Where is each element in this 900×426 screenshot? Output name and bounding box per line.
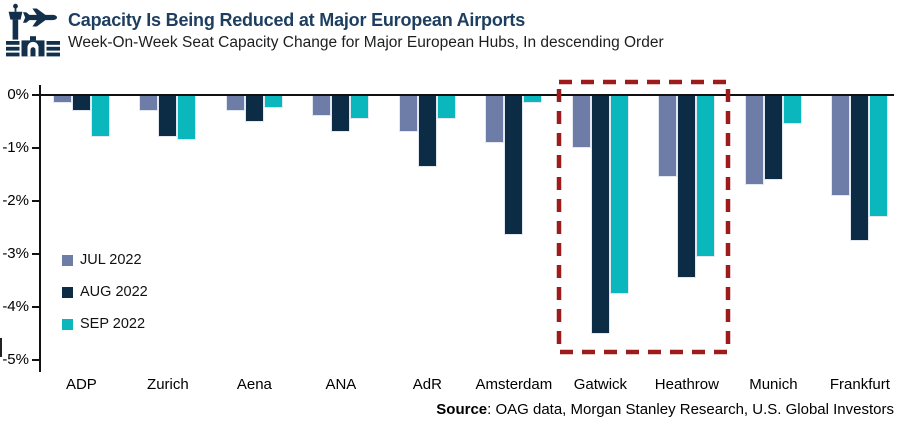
y-tick-mark: [32, 359, 40, 361]
x-axis-label-gatwick: Gatwick: [573, 376, 628, 393]
source-note: Source: OAG data, Morgan Stanley Researc…: [436, 401, 894, 418]
x-axis-label-zurich: Zurich: [147, 376, 189, 393]
y-tick-label--2-: -2%: [2, 192, 29, 209]
bar-adp-aug-2022: [71, 95, 91, 111]
y-tick-mark: [32, 306, 40, 308]
bar-adr-jul-2022: [398, 95, 418, 133]
y-axis-line: [39, 85, 41, 372]
legend-label-jul-2022: JUL 2022: [80, 252, 142, 268]
bar-aena-aug-2022: [244, 95, 264, 122]
bar-frankfurt-aug-2022: [850, 95, 870, 241]
bar-adp-jul-2022: [52, 95, 72, 103]
bar-adp-sep-2022: [90, 95, 110, 138]
legend-item-aug-2022: AUG 2022: [62, 284, 148, 300]
bar-ana-jul-2022: [312, 95, 332, 117]
x-axis-label-munich: Munich: [749, 376, 798, 393]
bar-adr-aug-2022: [417, 95, 437, 167]
bar-gatwick-sep-2022: [609, 95, 629, 294]
header: Capacity Is Being Reduced at Major Europ…: [6, 3, 664, 59]
bar-munich-jul-2022: [744, 95, 764, 186]
bar-gatwick-aug-2022: [590, 95, 610, 334]
bar-heathrow-jul-2022: [658, 95, 678, 178]
bar-adr-sep-2022: [436, 95, 456, 119]
bar-amsterdam-sep-2022: [523, 95, 543, 103]
page-subtitle: Week-On-Week Seat Capacity Change for Ma…: [68, 34, 664, 51]
zero-baseline: [39, 94, 894, 96]
x-axis-label-aena: Aena: [236, 376, 272, 393]
bar-ana-sep-2022: [350, 95, 370, 119]
page-title: Capacity Is Being Reduced at Major Europ…: [68, 10, 526, 30]
legend: JUL 2022 AUG 2022 SEP 2022: [62, 252, 148, 350]
bar-gatwick-jul-2022: [571, 95, 591, 148]
legend-label-sep-2022: SEP 2022: [80, 316, 146, 332]
y-tick-label-0-: 0%: [7, 86, 29, 103]
y-tick-label--1-: -1%: [2, 139, 29, 156]
legend-swatch-sep-2022: [62, 318, 73, 330]
source-label: Source: [436, 401, 488, 418]
x-axis-label-adr: AdR: [412, 376, 442, 393]
bar-heathrow-sep-2022: [696, 95, 716, 257]
source-text: : OAG data, Morgan Stanley Research, U.S…: [487, 401, 894, 418]
legend-item-jul-2022: JUL 2022: [62, 252, 148, 268]
bar-aena-sep-2022: [263, 95, 283, 109]
x-axis-label-heathrow: Heathrow: [654, 376, 719, 393]
bar-heathrow-aug-2022: [677, 95, 697, 278]
y-tick-label--4-: -4%: [2, 298, 29, 315]
legend-swatch-aug-2022: [62, 286, 73, 298]
bar-zurich-sep-2022: [177, 95, 197, 141]
bar-amsterdam-jul-2022: [485, 95, 505, 143]
bar-frankfurt-sep-2022: [869, 95, 889, 217]
bar-frankfurt-jul-2022: [831, 95, 851, 196]
bar-zurich-aug-2022: [158, 95, 178, 138]
x-axis-label-amsterdam: Amsterdam: [475, 376, 553, 393]
y-tick-label--5-: -5%: [2, 351, 29, 368]
bar-munich-aug-2022: [763, 95, 783, 180]
stray-edge-mark: [0, 338, 2, 357]
airport-icon: [6, 3, 60, 57]
legend-item-sep-2022: SEP 2022: [62, 316, 148, 332]
bar-aena-jul-2022: [225, 95, 245, 111]
bar-ana-aug-2022: [331, 95, 351, 133]
y-tick-mark: [32, 253, 40, 255]
x-axis-label-frankfurt: Frankfurt: [829, 376, 890, 393]
bar-zurich-jul-2022: [139, 95, 159, 111]
x-axis-label-adp: ADP: [65, 376, 97, 393]
y-tick-mark: [32, 200, 40, 202]
bar-munich-sep-2022: [782, 95, 802, 125]
bar-amsterdam-aug-2022: [504, 95, 524, 236]
y-tick-mark: [32, 147, 40, 149]
y-tick-label--3-: -3%: [2, 245, 29, 262]
legend-swatch-jul-2022: [62, 254, 73, 266]
legend-label-aug-2022: AUG 2022: [80, 284, 148, 300]
y-tick-mark: [32, 94, 40, 96]
x-axis-label-ana: ANA: [325, 376, 357, 393]
